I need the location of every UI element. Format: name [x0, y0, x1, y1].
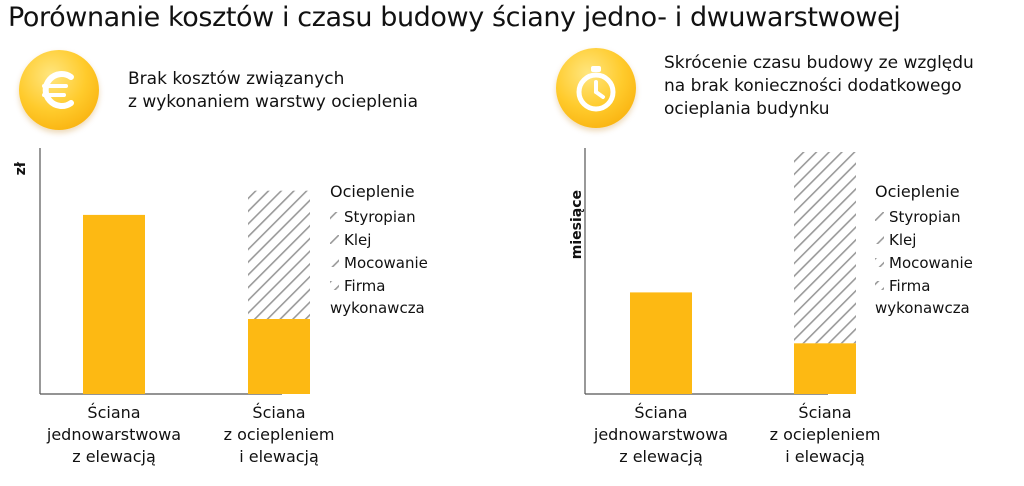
left-description: Brak kosztów związanych z wykonaniem war… — [128, 68, 418, 114]
legend-item-label: wykonawcza — [875, 299, 970, 317]
legend-item-label: Firma — [344, 277, 385, 295]
bar-wall-segment — [248, 319, 310, 394]
category-label: i elewacją — [785, 447, 865, 466]
y-axis-label: miesiące — [569, 190, 585, 259]
legend-item-label: Klej — [889, 231, 916, 249]
legend-swatch — [875, 212, 884, 221]
legend-item-label: wykonawcza — [330, 299, 425, 317]
legend-item-label: Mocowanie — [344, 254, 428, 272]
category-label: Ściana — [798, 403, 851, 422]
legend-swatch — [875, 281, 884, 290]
bar-insulation-segment — [248, 190, 310, 319]
legend-item-label: Styropian — [889, 208, 961, 226]
category-label: Ściana — [87, 403, 140, 422]
category-label: jednowarstwowa — [593, 425, 728, 444]
category-label: jednowarstwowa — [46, 425, 181, 444]
legend-swatch — [330, 212, 339, 221]
left-description-line: z wykonaniem warstwy ocieplenia — [128, 92, 419, 112]
right-description-line: na brak konieczności dodatkowego — [664, 76, 962, 96]
bar-wall-segment — [794, 343, 856, 394]
category-label: Ściana — [634, 403, 687, 422]
legend-swatch — [330, 235, 339, 244]
legend-item-label: Styropian — [344, 208, 416, 226]
legend-item-label: Klej — [344, 231, 371, 249]
right-description: Skrócenie czasu budowy ze względu na bra… — [664, 52, 974, 121]
legend-title: Ocieplenie — [875, 182, 960, 201]
page-title: Porównanie kosztów i czasu budowy ściany… — [8, 2, 901, 33]
category-label: i elewacją — [239, 447, 319, 466]
category-label: z elewacją — [72, 447, 156, 466]
y-axis-label: zł — [13, 161, 29, 175]
right-description-line: Skrócenie czasu budowy ze względu — [664, 53, 974, 73]
legend-swatch — [330, 281, 339, 290]
category-label: Ściana — [252, 403, 305, 422]
legend-item-label: Firma — [889, 277, 930, 295]
legend-swatch — [875, 235, 884, 244]
left-description-line: Brak kosztów związanych — [128, 69, 345, 89]
legend-title: Ocieplenie — [330, 182, 415, 201]
category-label: z ociepleniem — [770, 425, 881, 444]
bar-wall-segment — [630, 292, 692, 394]
right-description-line: ocieplania budynku — [664, 99, 830, 119]
bar-wall-segment — [83, 214, 145, 394]
euro-coin-icon — [19, 50, 99, 130]
category-label: z ociepleniem — [224, 425, 335, 444]
legend-item-label: Mocowanie — [889, 254, 973, 272]
stopwatch-coin-icon — [556, 48, 636, 128]
bar-insulation-segment — [794, 152, 856, 344]
legend-swatch — [330, 258, 339, 267]
legend-swatch — [875, 258, 884, 267]
category-label: z elewacją — [619, 447, 703, 466]
